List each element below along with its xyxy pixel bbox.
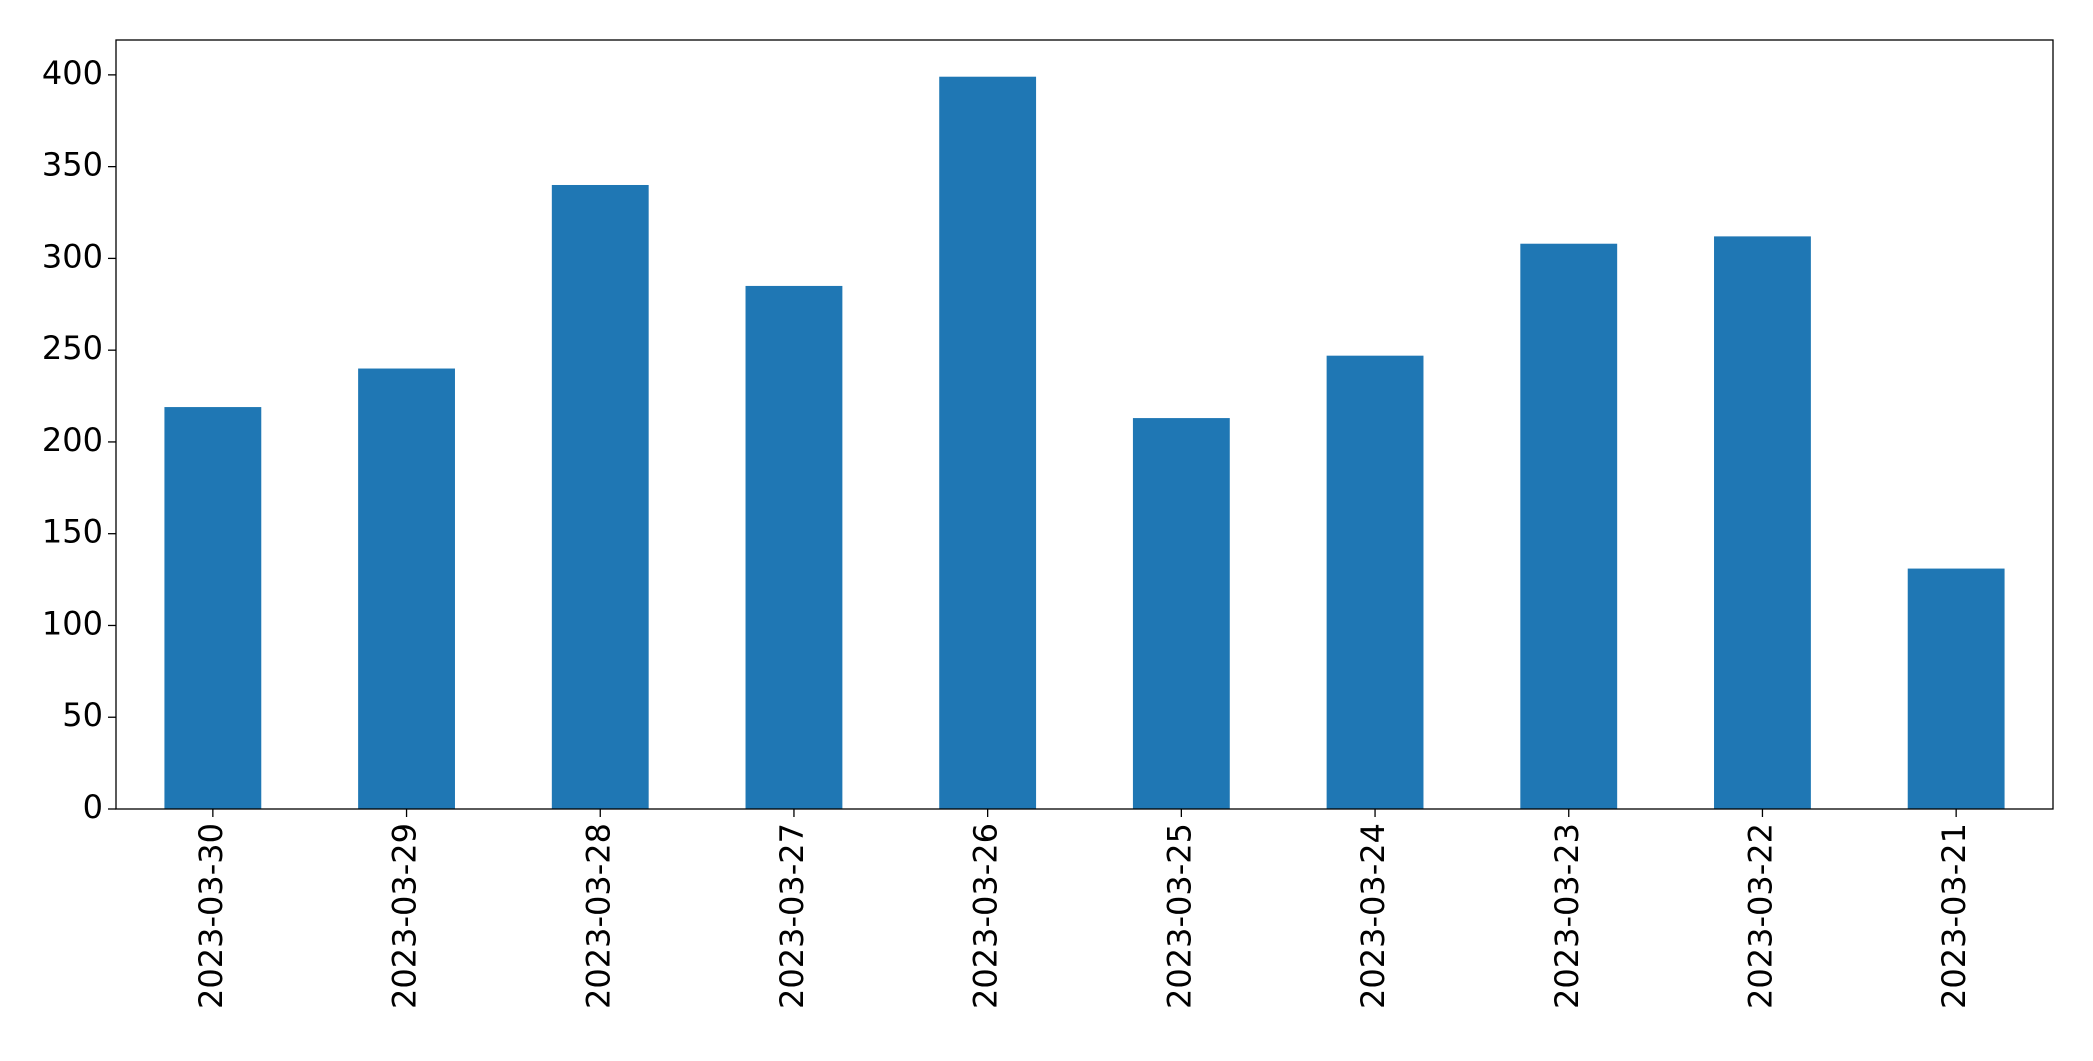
bar	[1132, 418, 1230, 809]
bar	[1520, 243, 1618, 809]
x-tick-label: 2023-03-23	[1548, 823, 1586, 1009]
bar	[1907, 568, 2005, 809]
x-tick-label: 2023-03-26	[967, 823, 1005, 1009]
x-tick-label: 2023-03-29	[386, 823, 424, 1009]
x-tick-label: 2023-03-30	[192, 823, 230, 1009]
y-tick-label: 250	[42, 329, 103, 367]
bar	[1326, 355, 1424, 809]
plot-frame	[115, 39, 2054, 810]
bar	[1714, 236, 1811, 810]
bar	[745, 285, 843, 809]
y-tick-label: 50	[62, 696, 103, 734]
x-tick-label: 2023-03-24	[1354, 823, 1392, 1009]
bar	[358, 368, 455, 809]
bar	[551, 184, 649, 809]
x-tick-label: 2023-03-25	[1160, 823, 1198, 1009]
y-tick-label: 400	[42, 54, 103, 92]
y-tick-label: 200	[42, 421, 103, 459]
y-tick-label: 100	[42, 604, 103, 642]
x-tick-label: 2023-03-21	[1935, 823, 1973, 1009]
x-tick-label: 2023-03-22	[1741, 823, 1779, 1009]
y-tick-label: 300	[42, 237, 103, 275]
bar	[164, 407, 262, 809]
y-tick-label: 0	[83, 788, 103, 826]
y-tick-label: 350	[42, 146, 103, 184]
y-tick-label: 150	[42, 513, 103, 551]
bar	[939, 76, 1037, 810]
x-tick-label: 2023-03-28	[579, 823, 617, 1009]
x-tick-label: 2023-03-27	[773, 823, 811, 1009]
